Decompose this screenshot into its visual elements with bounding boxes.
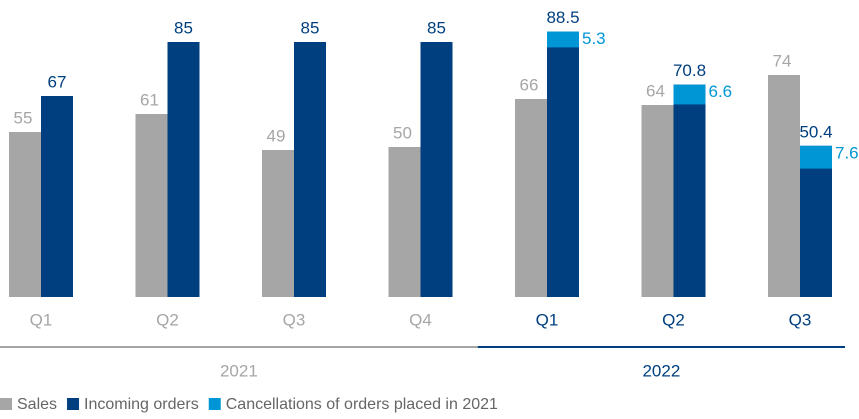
value-label: 85: [427, 18, 446, 37]
value-label: 67: [48, 72, 67, 91]
bar-segment: [800, 145, 832, 169]
value-label: 66: [520, 75, 539, 94]
bar: [9, 132, 41, 297]
legend-swatch: [67, 398, 80, 410]
bar: [262, 150, 294, 297]
value-label: 74: [773, 51, 792, 70]
value-label: 61: [140, 90, 159, 109]
bar: [135, 114, 168, 297]
bar-segment: [547, 31, 579, 48]
bar: [388, 147, 421, 297]
value-label: 85: [301, 18, 320, 37]
value-label: 50.4: [799, 122, 832, 141]
bar: [768, 75, 800, 297]
bar: [420, 42, 453, 297]
bar: [547, 31, 579, 297]
legend-label: Cancellations of orders placed in 2021: [226, 396, 498, 413]
x-tick-label: Q2: [662, 310, 685, 329]
x-tick-label: Q1: [536, 310, 559, 329]
x-tick-label: Q3: [283, 310, 306, 329]
x-tick-label: Q2: [156, 310, 179, 329]
value-label: 64: [646, 81, 665, 100]
legend-label: Incoming orders: [84, 396, 199, 413]
bar: [41, 96, 73, 297]
value-label: 49: [267, 126, 286, 145]
value-label: 50: [393, 123, 412, 142]
x-tick-label: Q4: [409, 310, 432, 329]
value-label: 7.6: [835, 143, 859, 162]
bar: [294, 42, 326, 297]
bar: [641, 105, 674, 297]
value-label: 6.6: [709, 82, 733, 101]
x-tick-label: Q1: [30, 310, 53, 329]
bar: [167, 42, 200, 297]
group-label: 2021: [220, 361, 258, 380]
value-label: 88.5: [546, 8, 579, 27]
x-tick-label: Q3: [789, 310, 812, 329]
legend-swatch: [0, 398, 12, 410]
legend-label: Sales: [17, 396, 57, 413]
legend-swatch: [208, 398, 221, 410]
value-label: 85: [174, 18, 193, 37]
bar: [673, 84, 706, 297]
value-label: 70.8: [673, 61, 706, 80]
group-label: 2022: [642, 361, 680, 380]
bar: [515, 99, 547, 297]
bar: [800, 145, 832, 297]
bar-segment: [673, 84, 706, 105]
value-label: 55: [14, 108, 33, 127]
value-label: 5.3: [582, 29, 606, 48]
